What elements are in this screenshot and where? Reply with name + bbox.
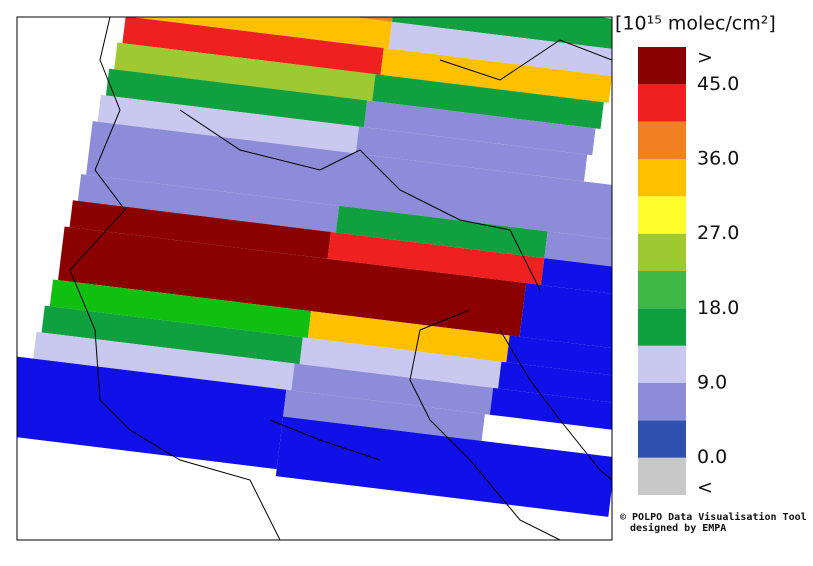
legend-tick-label: 0.0 bbox=[697, 446, 727, 468]
legend-swatch bbox=[638, 84, 686, 122]
legend-swatch bbox=[638, 271, 686, 309]
legend-over-label: > bbox=[697, 47, 713, 69]
legend-swatch bbox=[638, 47, 686, 85]
legend-swatch bbox=[638, 383, 686, 421]
legend-tick-label: 36.0 bbox=[697, 148, 739, 170]
legend-swatch bbox=[638, 159, 686, 197]
legend-tick-label: 18.0 bbox=[697, 297, 739, 319]
legend-swatch bbox=[638, 196, 686, 234]
legend-tick-label: 9.0 bbox=[697, 372, 727, 394]
legend-swatch bbox=[638, 308, 686, 346]
map-frame bbox=[16, 16, 613, 541]
legend-title: [10¹⁵ molec/cm²] bbox=[615, 13, 776, 35]
legend-tick-label: 45.0 bbox=[697, 73, 739, 95]
credit: © POLPO Data Visualisation Tool bbox=[620, 511, 807, 523]
borders bbox=[69, 17, 612, 540]
map bbox=[17, 17, 612, 540]
legend-swatch bbox=[638, 233, 686, 271]
legend-under-label: < bbox=[697, 477, 713, 499]
legend-tick-label: 27.0 bbox=[697, 222, 739, 244]
credit: designed by EMPA bbox=[630, 522, 726, 534]
legend-swatch bbox=[638, 345, 686, 383]
legend-swatch bbox=[638, 457, 686, 495]
swath bbox=[17, 17, 612, 517]
legend-swatch bbox=[638, 420, 686, 458]
legend-swatch bbox=[638, 121, 686, 159]
